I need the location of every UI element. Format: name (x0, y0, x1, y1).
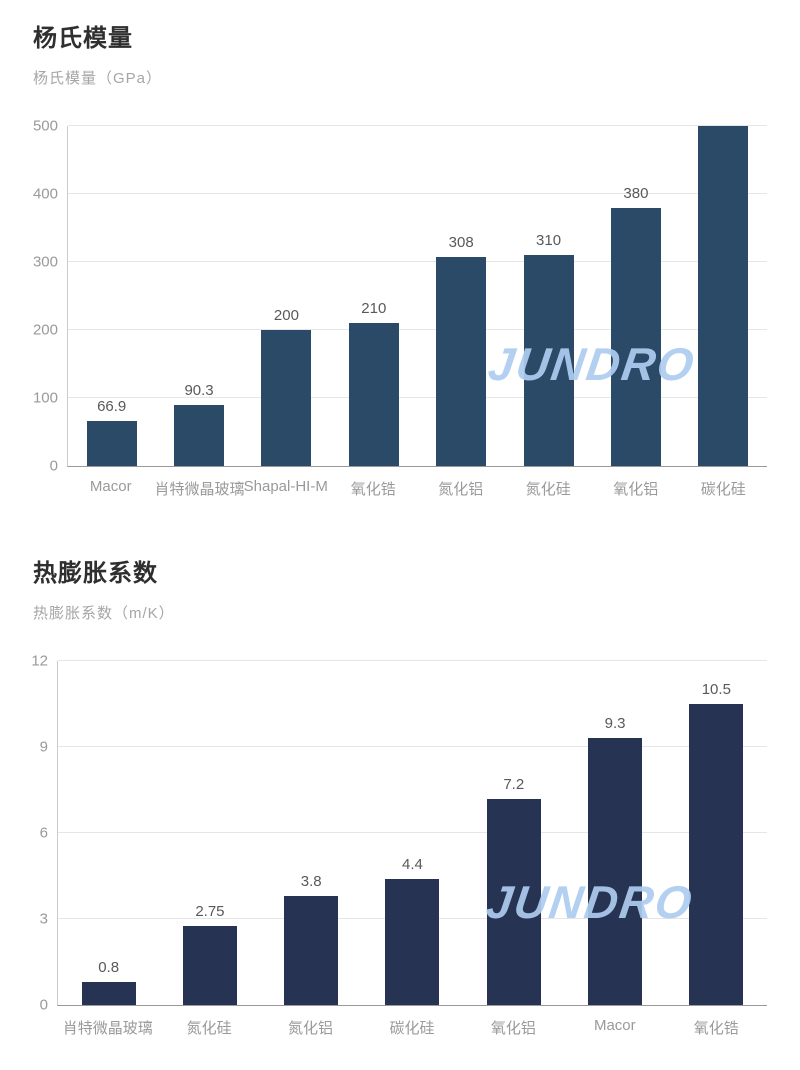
x-axis-tick-label: 碳化硅 (700, 481, 746, 498)
x-axis-tick-label: Shapal-HI-M (243, 478, 328, 495)
x-axis-labels-row: Macor 肖特微晶玻璃 Shapal-HI-M 氧化锆 氮化铝 氮化硅 氧化铝 碳化硅 (67, 478, 767, 499)
x-axis-tick-label: 氮化铝 (438, 481, 484, 498)
bar-value-label: 380 (623, 184, 649, 202)
bar-氮化铝 (284, 896, 339, 1005)
bar-氧化铝 (486, 798, 541, 1005)
bar-slot (680, 126, 767, 466)
gridline (58, 746, 767, 747)
x-axis-tick-label: 肖特微晶玻璃 (62, 1020, 153, 1037)
bar-value-label: 66.9 (97, 397, 127, 415)
bar-slot: 308 (418, 126, 505, 466)
y-axis-tick-label: 0 (49, 457, 58, 475)
plot-area: 0 3 6 9 12 0.8 2.75 3.8 4.4 7.2 9.3 10.5 JUNDRO (31, 653, 767, 1014)
y-axis-tick-label: 500 (32, 117, 58, 135)
x-axis-tick-label: 肖特微晶玻璃 (154, 481, 245, 498)
bar-Shapal-HI-M (261, 330, 312, 466)
bar-氮化铝 (436, 256, 487, 466)
bar-value-label: 90.3 (184, 381, 214, 399)
bars-row: 66.9 90.3 200 210 308 310 380 (68, 126, 767, 466)
bar-value-label: 210 (361, 300, 387, 318)
bar-氮化硅 (182, 926, 237, 1005)
bar-氧化锆 (348, 323, 399, 466)
gridline (68, 125, 767, 126)
bar-碳化硅 (698, 126, 749, 466)
bar-value-label: 3.8 (300, 873, 322, 891)
chart-title-youngs-modulus: 杨氏模量 (33, 25, 133, 52)
bar-氧化锆 (689, 704, 744, 1005)
gridline (68, 193, 767, 194)
bar-chart-youngs-modulus: 0 100 200 300 400 500 66.9 90.3 200 210 308 310 380 J… (0, 118, 800, 499)
bar-slot: 210 (330, 126, 417, 466)
bar-value-label: 0.8 (98, 959, 120, 977)
bar-slot: 66.9 (68, 126, 155, 466)
bar-slot: 4.4 (362, 661, 463, 1005)
y-axis-tick-label: 3 (39, 910, 48, 928)
bar-slot: 0.8 (58, 661, 159, 1005)
chart-title-thermal-expansion: 热膨胀系数 (33, 560, 158, 587)
bar-slot: 380 (592, 126, 679, 466)
bar-chart-thermal-expansion: 0 3 6 9 12 0.8 2.75 3.8 4.4 7.2 9.3 10.5 JUNDRO 肖特微晶玻… (0, 653, 800, 1038)
page: 杨氏模量 杨氏模量（GPa） 0 100 200 300 400 500 66.9 90.3 2… (0, 18, 800, 1038)
bar-Macor (588, 738, 643, 1005)
bar-slot: 2.75 (159, 661, 260, 1005)
chart-subtitle-youngs-modulus: 杨氏模量（GPa） (33, 70, 163, 87)
x-axis-labels-row: 肖特微晶玻璃 氮化硅 氮化铝 碳化硅 氧化铝 Macor 氧化锆 (57, 1017, 767, 1038)
y-axis-tick-label: 0 (39, 996, 48, 1014)
y-axis-tick-label: 100 (32, 389, 58, 407)
bar-slot: 9.3 (564, 661, 665, 1005)
bar-value-label: 9.3 (604, 715, 626, 733)
bar-slot: 90.3 (155, 126, 242, 466)
gridline (68, 329, 767, 330)
bar-slot: 200 (243, 126, 330, 466)
y-axis-tick-label: 200 (32, 321, 58, 339)
bar-碳化硅 (385, 878, 440, 1005)
gridline (58, 832, 767, 833)
chart-subtitle-thermal-expansion: 热膨胀系数（m/K） (33, 605, 175, 622)
x-axis-tick-label: Macor (89, 478, 132, 495)
x-axis-tick-label: 氧化铝 (490, 1020, 536, 1037)
bar-value-label: 7.2 (503, 775, 525, 793)
x-axis-tick-label: 氧化锆 (693, 1020, 739, 1037)
x-axis-tick-label: 碳化硅 (389, 1020, 435, 1037)
bar-氧化铝 (610, 207, 661, 466)
bar-value-label: 310 (536, 232, 562, 250)
y-axis-tick-label: 300 (32, 253, 58, 271)
gridline (68, 397, 767, 398)
gridline (68, 261, 767, 262)
bar-value-label: 4.4 (402, 855, 423, 873)
y-axis-tick-label: 6 (39, 824, 48, 842)
x-axis-tick-label: 氮化硅 (525, 481, 571, 498)
x-axis-tick-label: Macor (593, 1017, 636, 1034)
bar-slot: 10.5 (666, 661, 767, 1005)
bar-value-label: 2.75 (195, 903, 225, 921)
y-axis-tick-label: 9 (39, 738, 48, 756)
x-axis-tick-label: 氮化铝 (288, 1020, 334, 1037)
bar-value-label: 10.5 (701, 681, 731, 698)
bar-肖特微晶玻璃 (81, 982, 136, 1005)
x-axis-tick-label: 氮化硅 (186, 1020, 232, 1037)
y-axis-tick-label: 400 (32, 185, 58, 203)
gridline (58, 660, 767, 661)
bars-row: 0.8 2.75 3.8 4.4 7.2 9.3 10.5 (58, 661, 767, 1005)
plot-area: 0 100 200 300 400 500 66.9 90.3 200 210 308 310 380 J… (33, 118, 767, 475)
bar-Macor (86, 420, 137, 466)
bar-value-label: 200 (273, 307, 299, 324)
youngs-modulus-section: 杨氏模量 杨氏模量（GPa） 0 100 200 300 400 500 66.9 90.3 2… (0, 18, 800, 499)
x-axis-tick-label: 氧化锆 (350, 481, 396, 498)
bar-氮化硅 (523, 255, 574, 466)
x-axis-tick-label: 氧化铝 (613, 481, 659, 498)
bar-slot: 7.2 (463, 661, 564, 1005)
thermal-expansion-section: 热膨胀系数 热膨胀系数（m/K） 0 3 6 9 12 0.8 2.75 3.8 4.4 7.2 9… (0, 553, 800, 1038)
bar-肖特微晶玻璃 (174, 404, 225, 466)
bar-value-label: 308 (448, 233, 474, 251)
bar-slot: 310 (505, 126, 592, 466)
bar-slot: 3.8 (261, 661, 362, 1005)
y-axis-tick-label: 12 (31, 652, 48, 670)
